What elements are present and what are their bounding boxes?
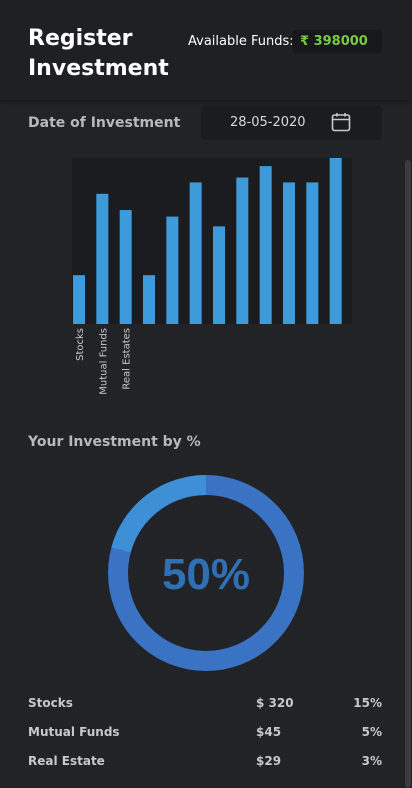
date-picker-field[interactable]: 28-05-2020 [201,105,382,140]
chart-tick-label: Stocks [75,328,86,361]
calendar-icon[interactable] [331,112,351,132]
available-funds-value: ₹ 398000 [292,30,382,53]
chart-bar [283,182,295,324]
date-value: 28-05-2020 [230,115,306,130]
app-header: Register Investment Available Funds: ₹ 3… [0,0,412,100]
chart-bar [96,193,109,324]
breakdown-name: Real Estate [28,754,105,768]
investment-breakdown-list: Stocks $ 320 15% Mutual Funds $45 5% Rea… [28,690,382,777]
chart-bar [236,177,249,324]
breakdown-percent: 5% [361,725,382,739]
chart-bar [189,182,202,324]
breakdown-percent: 3% [361,754,382,768]
breakdown-amount: $ 320 [256,696,294,710]
breakdown-amount: $45 [256,725,282,739]
chart-tick-label: Real Estates [122,328,133,390]
chart-bar [213,226,225,324]
list-item: Mutual Funds $45 5% [28,719,382,748]
chart-bar [329,158,342,324]
investment-by-percent-title: Your Investment by % [28,434,201,450]
chart-bar [73,275,85,324]
breakdown-percent: 15% [353,696,382,710]
available-funds-label: Available Funds: [188,34,294,49]
chart-tick-label: Mutual Funds [98,328,109,395]
date-of-investment-label: Date of Investment [28,115,181,131]
page-title: Register Investment [28,26,169,81]
chart-plot-area [72,158,352,324]
breakdown-name: Mutual Funds [28,725,120,739]
list-item: Stocks $ 320 15% [28,690,382,719]
chart-bar [259,166,272,324]
chart-bar [143,275,155,324]
breakdown-name: Stocks [28,696,73,710]
donut-ring-highlight [111,474,207,553]
chart-bar [306,182,319,324]
list-item: Real Estate $29 3% [28,748,382,777]
chart-bar [166,216,179,324]
investment-donut-chart: 50% [108,474,304,671]
breakdown-amount: $29 [256,754,282,768]
investment-bar-chart: Stocks Mutual Funds Real Estates [72,158,352,395]
scrollbar[interactable] [405,160,411,788]
donut-center-label: 50% [162,550,250,599]
chart-bar [119,210,132,324]
